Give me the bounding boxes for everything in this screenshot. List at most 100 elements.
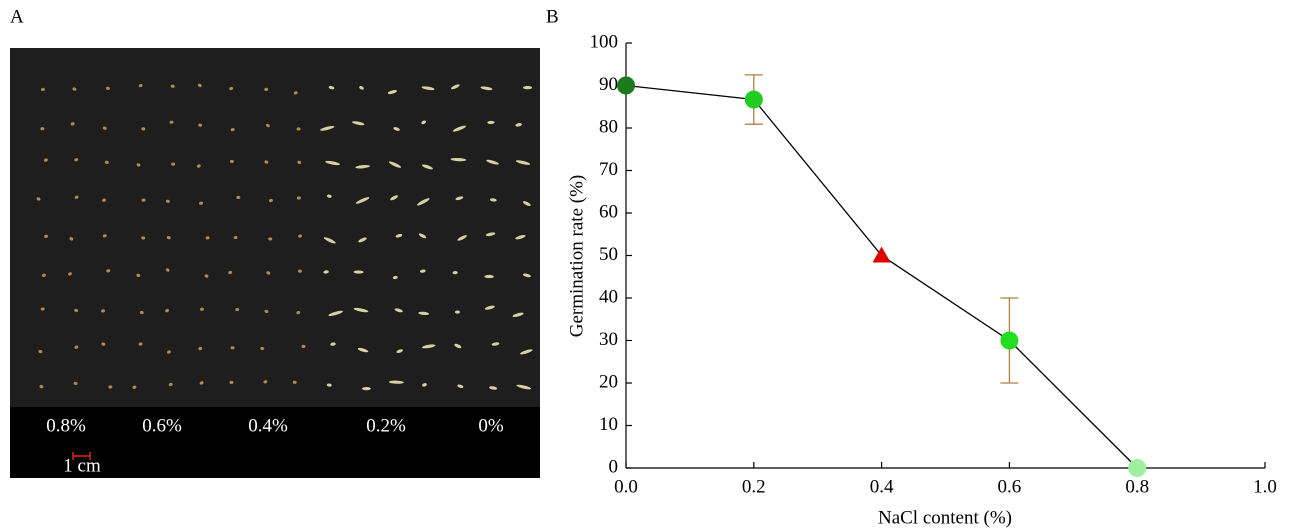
- seedling: [260, 346, 265, 351]
- seedling: [43, 158, 48, 162]
- seedling: [480, 86, 493, 91]
- seedling: [451, 84, 460, 90]
- seedling: [198, 123, 203, 127]
- y-tick-label: 90: [599, 74, 618, 95]
- seedling: [515, 160, 531, 165]
- seedling: [70, 122, 75, 126]
- seedling: [74, 195, 79, 199]
- seedling: [44, 234, 48, 238]
- seedling: [141, 198, 146, 202]
- concentration-label: 0.2%: [366, 415, 406, 436]
- seedling: [515, 234, 526, 240]
- seedling: [265, 123, 270, 128]
- seedling: [102, 234, 107, 238]
- panel-label: B: [546, 6, 559, 27]
- y-tick-label: 0: [609, 456, 619, 477]
- seedling: [74, 345, 79, 349]
- seedling: [454, 343, 462, 349]
- seedling: [328, 310, 343, 317]
- seedling: [421, 120, 427, 125]
- seedling: [486, 159, 499, 165]
- seedling: [296, 310, 301, 315]
- seedling: [421, 164, 433, 170]
- seedling: [452, 271, 458, 275]
- seedling: [74, 158, 79, 162]
- seedling: [418, 311, 430, 316]
- seedling: [196, 164, 201, 168]
- seedling: [40, 307, 45, 311]
- y-tick-label: 20: [599, 371, 618, 392]
- seedling: [353, 307, 369, 313]
- seedling: [197, 83, 202, 88]
- scale-bar: [72, 452, 91, 460]
- seedling: [264, 309, 269, 314]
- seedling: [457, 384, 464, 389]
- seedling: [229, 159, 234, 164]
- seedling: [323, 237, 336, 244]
- y-tick-label: 70: [599, 159, 618, 180]
- seedling: [388, 380, 404, 384]
- seedling: [395, 233, 403, 238]
- seedling: [355, 165, 370, 169]
- seedling: [204, 274, 209, 278]
- seedling: [101, 342, 106, 346]
- seedling: [233, 235, 238, 240]
- panel-label: A: [10, 6, 24, 27]
- seedling: [293, 91, 298, 95]
- seedling: [198, 346, 203, 351]
- seedling: [229, 86, 234, 91]
- seedling: [359, 86, 364, 90]
- seedling: [229, 380, 234, 384]
- seedling: [352, 121, 365, 126]
- concentration-label: 0.6%: [142, 415, 182, 436]
- x-axis-label: NaCl content (%): [878, 507, 1012, 528]
- seedling: [516, 384, 532, 390]
- concentration-label: 0.8%: [46, 415, 86, 436]
- seedling: [419, 269, 426, 273]
- y-tick-label: 60: [599, 201, 618, 222]
- seedling: [136, 273, 141, 278]
- seedling: [205, 236, 210, 240]
- seedling: [392, 275, 398, 280]
- seedling: [132, 385, 137, 389]
- seedling: [330, 342, 336, 346]
- y-tick-label: 30: [599, 329, 618, 350]
- seedling: [485, 232, 496, 237]
- seedling: [268, 237, 273, 241]
- seedling: [353, 270, 364, 274]
- seedling: [418, 233, 427, 239]
- seedling: [72, 87, 77, 91]
- seedling: [296, 127, 301, 131]
- seedling: [102, 126, 107, 130]
- seedling: [230, 346, 235, 350]
- scale-bar-label: 1 cm: [63, 455, 101, 476]
- seedling: [36, 197, 41, 201]
- seedling: [522, 273, 531, 278]
- seedling: [40, 87, 45, 92]
- seedling: [325, 160, 340, 166]
- seedling: [40, 127, 45, 131]
- seedling: [512, 312, 524, 317]
- x-tick-label: 0.2: [742, 476, 766, 497]
- seedling: [139, 310, 144, 315]
- seedling: [166, 236, 171, 240]
- seedling: [484, 274, 494, 279]
- seedling: [105, 86, 110, 90]
- seedling: [388, 161, 402, 168]
- data-point: [1000, 331, 1019, 350]
- seedling: [520, 349, 533, 355]
- seedling: [165, 268, 170, 272]
- data-point: [1128, 459, 1147, 477]
- seedling: [236, 195, 241, 200]
- seedling: [489, 198, 497, 202]
- seedling: [199, 201, 204, 205]
- y-tick-label: 40: [599, 286, 618, 307]
- seedling: [165, 199, 170, 203]
- seedling: [298, 234, 303, 238]
- seedling: [387, 90, 398, 95]
- seedling: [328, 85, 335, 90]
- seedling: [38, 349, 43, 354]
- seedling: [452, 125, 466, 132]
